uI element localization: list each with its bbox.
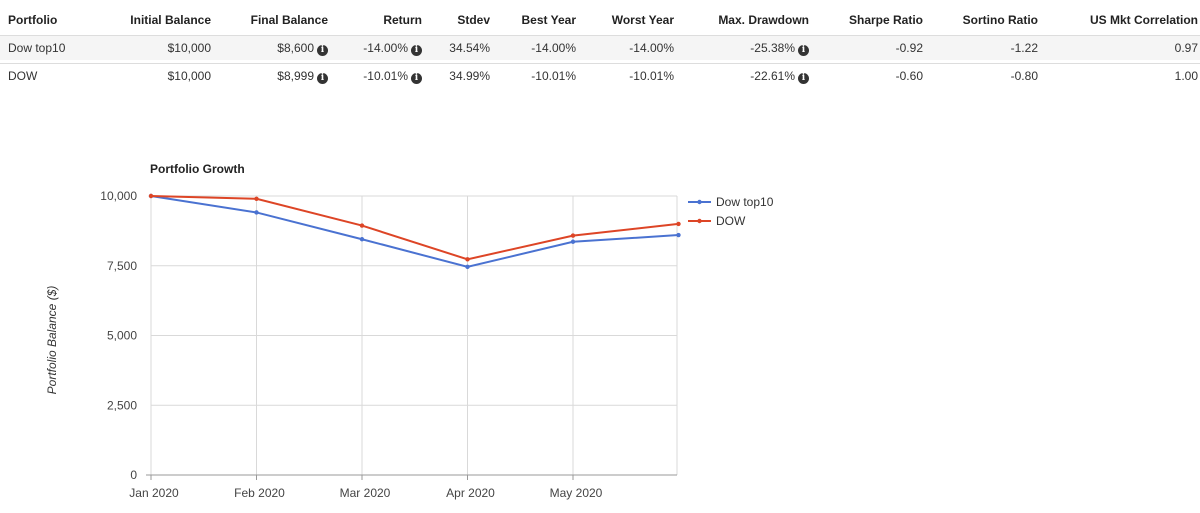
cell-return: -10.01% i: [363, 64, 422, 88]
header-sortino-ratio: Sortino Ratio: [962, 13, 1038, 27]
header-max-drawdown: Max. Drawdown: [718, 13, 809, 27]
data-point: [359, 223, 365, 228]
data-point: [359, 237, 365, 242]
cell-max-drawdown-value: -22.61%: [750, 69, 795, 83]
cell-return-value: -14.00%: [363, 41, 408, 55]
info-circle-icon[interactable]: i: [411, 45, 422, 56]
cell-worst-year: -10.01%: [629, 69, 674, 83]
header-portfolio: Portfolio: [8, 13, 58, 27]
x-tick-label: Feb 2020: [234, 486, 285, 500]
cell-stdev: 34.54%: [449, 41, 490, 55]
cell-return-value: -10.01%: [363, 69, 408, 83]
cell-sortino-ratio: -1.22: [1010, 41, 1038, 55]
x-tick-label: Mar 2020: [340, 486, 391, 500]
cell-worst-year: -14.00%: [629, 41, 674, 55]
y-tick-label: 7,500: [107, 259, 137, 273]
y-tick-label: 10,000: [100, 189, 137, 203]
header-sharpe-ratio: Sharpe Ratio: [848, 13, 923, 27]
y-axis-label: Portfolio Balance ($): [45, 286, 59, 395]
cell-return: -14.00% i: [363, 36, 422, 60]
cell-final-balance-value: $8,600: [277, 41, 314, 55]
cell-initial-balance: $10,000: [167, 41, 211, 55]
header-final-balance: Final Balance: [250, 13, 328, 27]
header-us-mkt-correlation: US Mkt Correlation: [1089, 13, 1198, 27]
header-stdev: Stdev: [457, 13, 490, 27]
cell-best-year: -14.00%: [531, 41, 576, 55]
header-worst-year: Worst Year: [611, 13, 674, 27]
chart-title: Portfolio Growth: [150, 162, 245, 176]
info-circle-icon[interactable]: i: [317, 73, 328, 84]
y-tick-label: 2,500: [107, 398, 137, 412]
table-row: Dow top10 $10,000 $8,600 i -14.00% i 34.54…: [0, 35, 1200, 60]
data-point: [676, 221, 681, 227]
cell-final-balance: $8,999 i: [277, 64, 328, 88]
series-lines: [148, 193, 681, 270]
info-circle-icon[interactable]: i: [411, 73, 422, 84]
data-point: [254, 196, 259, 201]
cell-initial-balance: $10,000: [167, 69, 211, 83]
cell-portfolio: Dow top10: [8, 41, 66, 55]
chart-legend[interactable]: Dow top10 DOW: [688, 195, 774, 228]
series-line-dow-top10: [150, 195, 679, 268]
data-point: [676, 232, 681, 238]
data-point: [570, 233, 576, 238]
header-initial-balance: Initial Balance: [130, 13, 211, 27]
cell-max-drawdown: -22.61% i: [750, 64, 809, 88]
axes: 0 2,500 5,000 7,500 10,000 Jan 2020 Feb 2020 Ma…: [100, 189, 677, 500]
cell-us-mkt-correlation: 0.97: [1174, 41, 1198, 55]
legend-item-dow[interactable]: DOW: [688, 214, 746, 228]
legend-label: DOW: [716, 214, 746, 228]
y-tick-label: 0: [130, 468, 137, 482]
y-tick-label: 5,000: [107, 329, 137, 343]
cell-best-year: -10.01%: [531, 69, 576, 83]
portfolio-growth-chart: Portfolio Growth Portfolio Balance ($) 0…: [0, 150, 800, 508]
x-tick-label: Apr 2020: [446, 486, 495, 500]
grid-lines: [150, 195, 678, 476]
legend-marker: [697, 199, 702, 205]
chart-svg: Portfolio Growth Portfolio Balance ($) 0…: [45, 162, 774, 500]
header-return: Return: [383, 13, 422, 27]
legend-label: Dow top10: [716, 195, 774, 209]
cell-max-drawdown-value: -25.38%: [750, 41, 795, 55]
cell-sortino-ratio: -0.80: [1010, 69, 1038, 83]
legend-marker: [697, 218, 702, 224]
data-point: [465, 257, 470, 262]
cell-portfolio: DOW: [8, 69, 38, 83]
cell-stdev: 34.99%: [449, 69, 490, 83]
header-best-year: Best Year: [521, 13, 577, 27]
cell-final-balance: $8,600 i: [277, 36, 328, 60]
cell-sharpe-ratio: -0.92: [895, 41, 923, 55]
cell-us-mkt-correlation: 1.00: [1174, 69, 1198, 83]
data-point: [148, 193, 154, 199]
x-tick-label: May 2020: [550, 486, 603, 500]
table-header-row: Portfolio Initial Balance Final Balance …: [0, 8, 1200, 32]
info-circle-icon[interactable]: i: [798, 45, 809, 56]
data-point: [570, 239, 576, 244]
info-circle-icon[interactable]: i: [798, 73, 809, 84]
cell-sharpe-ratio: -0.60: [895, 69, 923, 83]
table-row: DOW $10,000 $8,999 i -10.01% i 34.99% -10.…: [0, 63, 1200, 88]
legend-item-dow-top10[interactable]: Dow top10: [688, 195, 774, 209]
series-line-dow: [150, 195, 679, 261]
cell-final-balance-value: $8,999: [277, 69, 314, 83]
x-tick-label: Jan 2020: [129, 486, 179, 500]
data-point: [254, 210, 259, 215]
cell-max-drawdown: -25.38% i: [750, 36, 809, 60]
data-point: [465, 264, 470, 270]
info-circle-icon[interactable]: i: [317, 45, 328, 56]
